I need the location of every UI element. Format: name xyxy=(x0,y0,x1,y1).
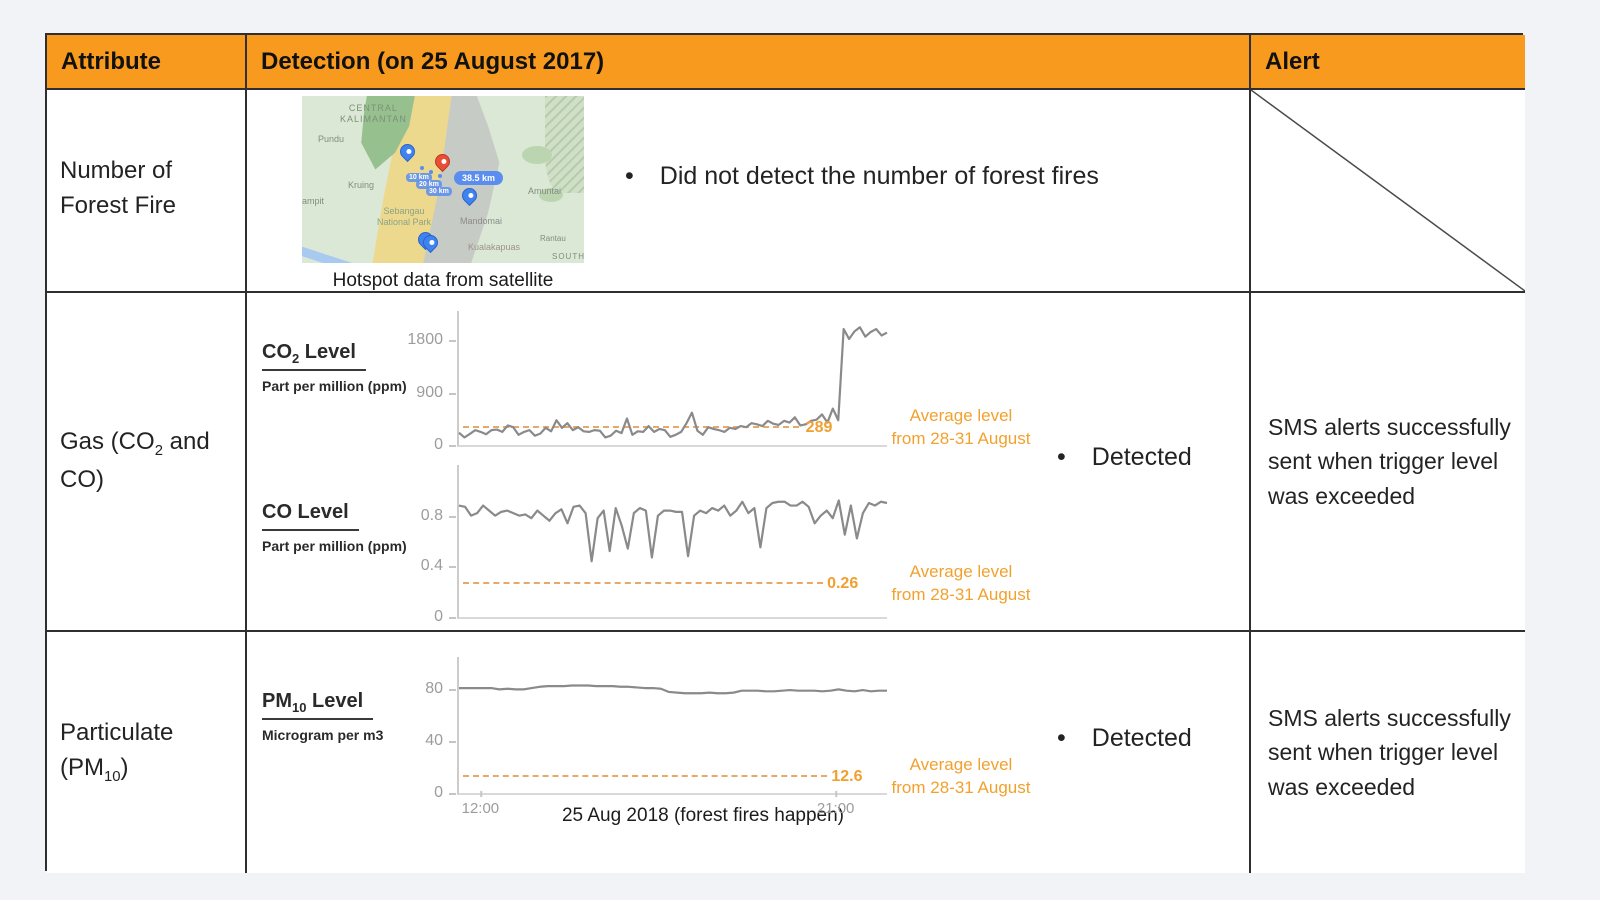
map-range-chip-10km: 10 km xyxy=(406,173,432,182)
co2-chart-label: CO2 Level Part per million (ppm) xyxy=(262,341,457,394)
detection-particulate: PM10 Level Microgram per m3 12.6 Average… xyxy=(247,632,1251,873)
pm10-plot-area: 12.6 Average level from 28-31 August 25 … xyxy=(425,657,1030,826)
y-axis-tick: 1800 xyxy=(407,331,456,349)
header-detection-label: Detection (on 25 August 2017) xyxy=(261,47,605,75)
alert-particulate-text: SMS alerts successfully sent when trigge… xyxy=(1268,704,1511,800)
map-label-rantau: Rantau xyxy=(540,234,566,243)
alert-forest-fire xyxy=(1251,90,1525,293)
detection-forest-fire: CENTRAL KALIMANTAN Pundu Kruing ampit Se… xyxy=(247,90,1251,293)
attribute-particulate: Particulate (PM10) xyxy=(47,632,247,873)
attribute-particulate-label: Particulate (PM10) xyxy=(60,719,174,786)
co-average-line xyxy=(463,582,823,585)
hotspot-map: CENTRAL KALIMANTAN Pundu Kruing ampit Se… xyxy=(302,96,584,292)
header-alert-label: Alert xyxy=(1265,47,1320,75)
map-path-dot xyxy=(429,170,433,174)
map-label-mandomai: Mandomai xyxy=(460,216,503,226)
detection-gas: CO2 Level Part per million (ppm) 289 Ave… xyxy=(247,293,1251,632)
bullet-gas-detected: Detected xyxy=(1057,443,1192,472)
co-chart-unit: Part per million (ppm) xyxy=(262,538,407,554)
co2-series xyxy=(459,311,887,445)
map-path-dot xyxy=(438,174,442,178)
pm10-average-line xyxy=(463,774,828,777)
attribute-gas-label: Gas (CO2 and CO) xyxy=(60,428,210,493)
co2-average-line xyxy=(463,426,800,429)
y-axis-tick: 0.8 xyxy=(420,506,457,524)
header-attribute: Attribute xyxy=(47,35,247,90)
co2-chart-unit: Part per million (ppm) xyxy=(262,378,407,394)
comparison-table: Attribute Detection (on 25 August 2017) … xyxy=(45,33,1525,873)
header-detection: Detection (on 25 August 2017) xyxy=(247,35,1251,90)
map-label-pundu: Pundu xyxy=(318,134,345,144)
pm10-xaxis-caption: 25 Aug 2018 (forest fires happen) xyxy=(561,805,845,826)
map-label-sebangau: Sebangau National Park xyxy=(376,206,432,228)
map-label-ampit: ampit xyxy=(302,196,325,206)
pm10-series xyxy=(459,657,887,793)
y-axis-tick: 0.4 xyxy=(420,557,457,575)
co-plot-area: 0.26 Average level from 28-31 August 0.8… xyxy=(421,465,1030,625)
map-label-kruing: Kruing xyxy=(348,180,375,190)
header-attribute-label: Attribute xyxy=(61,47,161,75)
co-average-note: Average level from 28-31 August xyxy=(891,562,1031,605)
map-path-dot xyxy=(420,166,424,170)
pm10-chart-title: PM10 Level xyxy=(262,690,374,720)
pm10-chart-unit: Microgram per m3 xyxy=(262,727,384,743)
map-forest-patch xyxy=(538,187,563,202)
pm10-average-note: Average level from 28-31 August xyxy=(891,754,1031,797)
co2-average-note: Average level from 28-31 August xyxy=(891,406,1031,449)
alert-gas: SMS alerts successfully sent when trigge… xyxy=(1251,293,1525,632)
co2-chart-title: CO2 Level xyxy=(262,341,366,371)
alert-gas-text: SMS alerts successfully sent when trigge… xyxy=(1268,413,1511,509)
map-image: CENTRAL KALIMANTAN Pundu Kruing ampit Se… xyxy=(302,96,584,263)
y-axis-tick: 0 xyxy=(434,608,456,625)
bullet-not-detected: Did not detect the number of forest fire… xyxy=(625,162,1099,191)
y-axis-tick: 40 xyxy=(425,732,456,750)
map-label-central-kalimantan: CENTRAL KALIMANTAN xyxy=(340,103,407,125)
co2-average-value: 289 xyxy=(805,419,833,437)
map-range-chip-20km: 20 km xyxy=(416,180,442,189)
y-axis-tick: 80 xyxy=(425,680,456,698)
y-axis-tick: 0 xyxy=(434,784,456,801)
x-axis-tick: 12:00 xyxy=(461,791,500,817)
map-distance-badge: 38.5 km xyxy=(454,171,504,185)
co2-plot-area: 289 Average level from 28-31 August 1800… xyxy=(407,311,1030,453)
header-alert: Alert xyxy=(1251,35,1525,90)
attribute-forest-fire-label: Number of Forest Fire xyxy=(60,157,177,220)
map-range-chip-30km: 30 km xyxy=(426,187,452,196)
map-label-kualakapuas: Kualakapuas xyxy=(468,242,521,252)
map-label-amuntai: Amuntai xyxy=(528,186,562,196)
pm10-chart-label: PM10 Level Microgram per m3 xyxy=(262,690,457,743)
bullet-pm-detected: Detected xyxy=(1057,724,1192,753)
y-axis-tick: 900 xyxy=(416,383,456,401)
co-chart-label: CO Level Part per million (ppm) xyxy=(262,501,457,554)
diagonal-strike-line xyxy=(1251,90,1525,291)
attribute-gas: Gas (CO2 and CO) xyxy=(47,293,247,632)
co-series xyxy=(459,465,887,617)
x-axis-tick: 21:00 xyxy=(816,791,855,817)
co-average-value: 0.26 xyxy=(827,575,859,593)
map-region-mountain xyxy=(544,96,584,193)
alert-particulate: SMS alerts successfully sent when trigge… xyxy=(1251,632,1525,873)
attribute-forest-fire: Number of Forest Fire xyxy=(47,90,247,293)
map-river xyxy=(302,245,366,263)
y-axis-tick: 0 xyxy=(434,436,456,453)
co-chart-title: CO Level xyxy=(262,501,359,531)
map-caption: Hotspot data from satellite xyxy=(332,270,554,291)
map-forest-patch xyxy=(521,146,552,165)
map-label-south: SOUTH xyxy=(552,252,584,261)
pm10-average-value: 12.6 xyxy=(831,767,863,785)
